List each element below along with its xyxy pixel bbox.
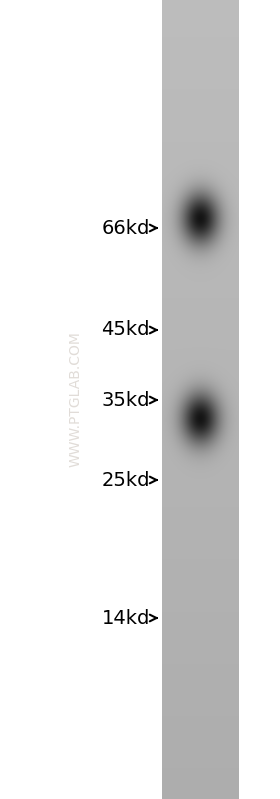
- Text: WWW.PTGLAB.COM: WWW.PTGLAB.COM: [69, 332, 83, 467]
- Text: 25kd: 25kd: [101, 471, 150, 490]
- Text: 66kd: 66kd: [101, 218, 150, 237]
- Text: 45kd: 45kd: [101, 320, 150, 340]
- Text: 14kd: 14kd: [101, 609, 150, 627]
- Text: 35kd: 35kd: [101, 391, 150, 410]
